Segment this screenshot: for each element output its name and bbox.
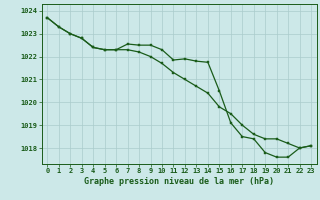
X-axis label: Graphe pression niveau de la mer (hPa): Graphe pression niveau de la mer (hPa) [84,177,274,186]
